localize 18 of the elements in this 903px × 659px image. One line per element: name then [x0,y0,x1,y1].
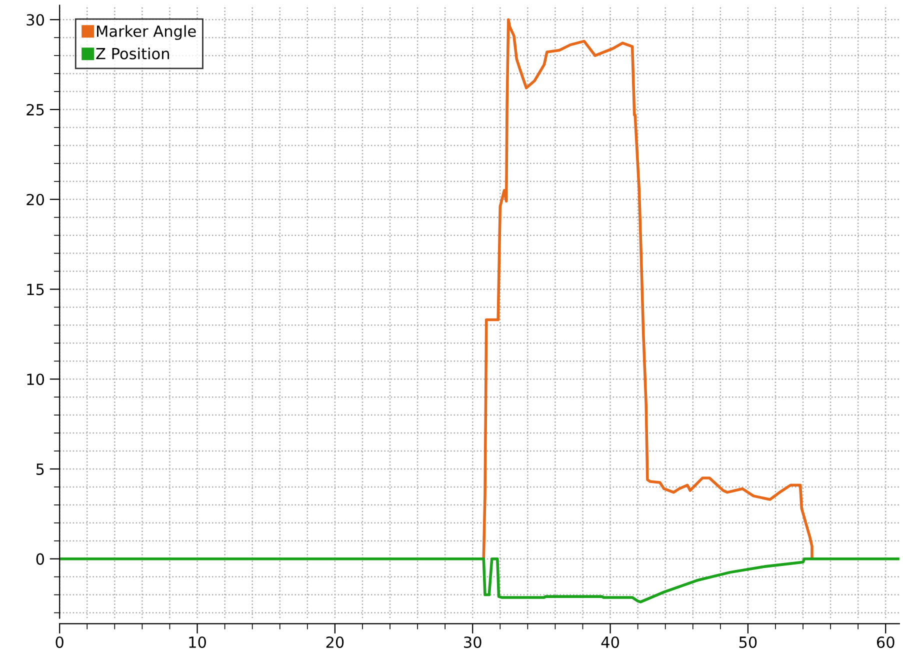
line-series [482,18,814,560]
x-tick-label: 30 [464,636,482,648]
y-tick-label: 15 [27,284,44,296]
x-tick-label: 10 [189,636,206,648]
x-tick-label: 20 [326,636,344,648]
x-tick-label: 50 [739,636,757,648]
legend-label: Marker Angle [96,25,196,40]
y-tick-label: 20 [26,194,44,206]
x-tick-label: 0 [56,636,64,648]
y-tick-label: 5 [36,464,44,475]
line-series [60,557,900,604]
y-tick-label: 30 [26,14,44,26]
legend-label: Z Position [96,48,169,60]
x-tick-label: 60 [876,636,894,648]
x-tick-label: 40 [601,636,619,648]
y-tick-label: 0 [36,553,44,565]
y-tick-label: 10 [27,374,44,386]
y-tick-label: 25 [26,104,44,116]
